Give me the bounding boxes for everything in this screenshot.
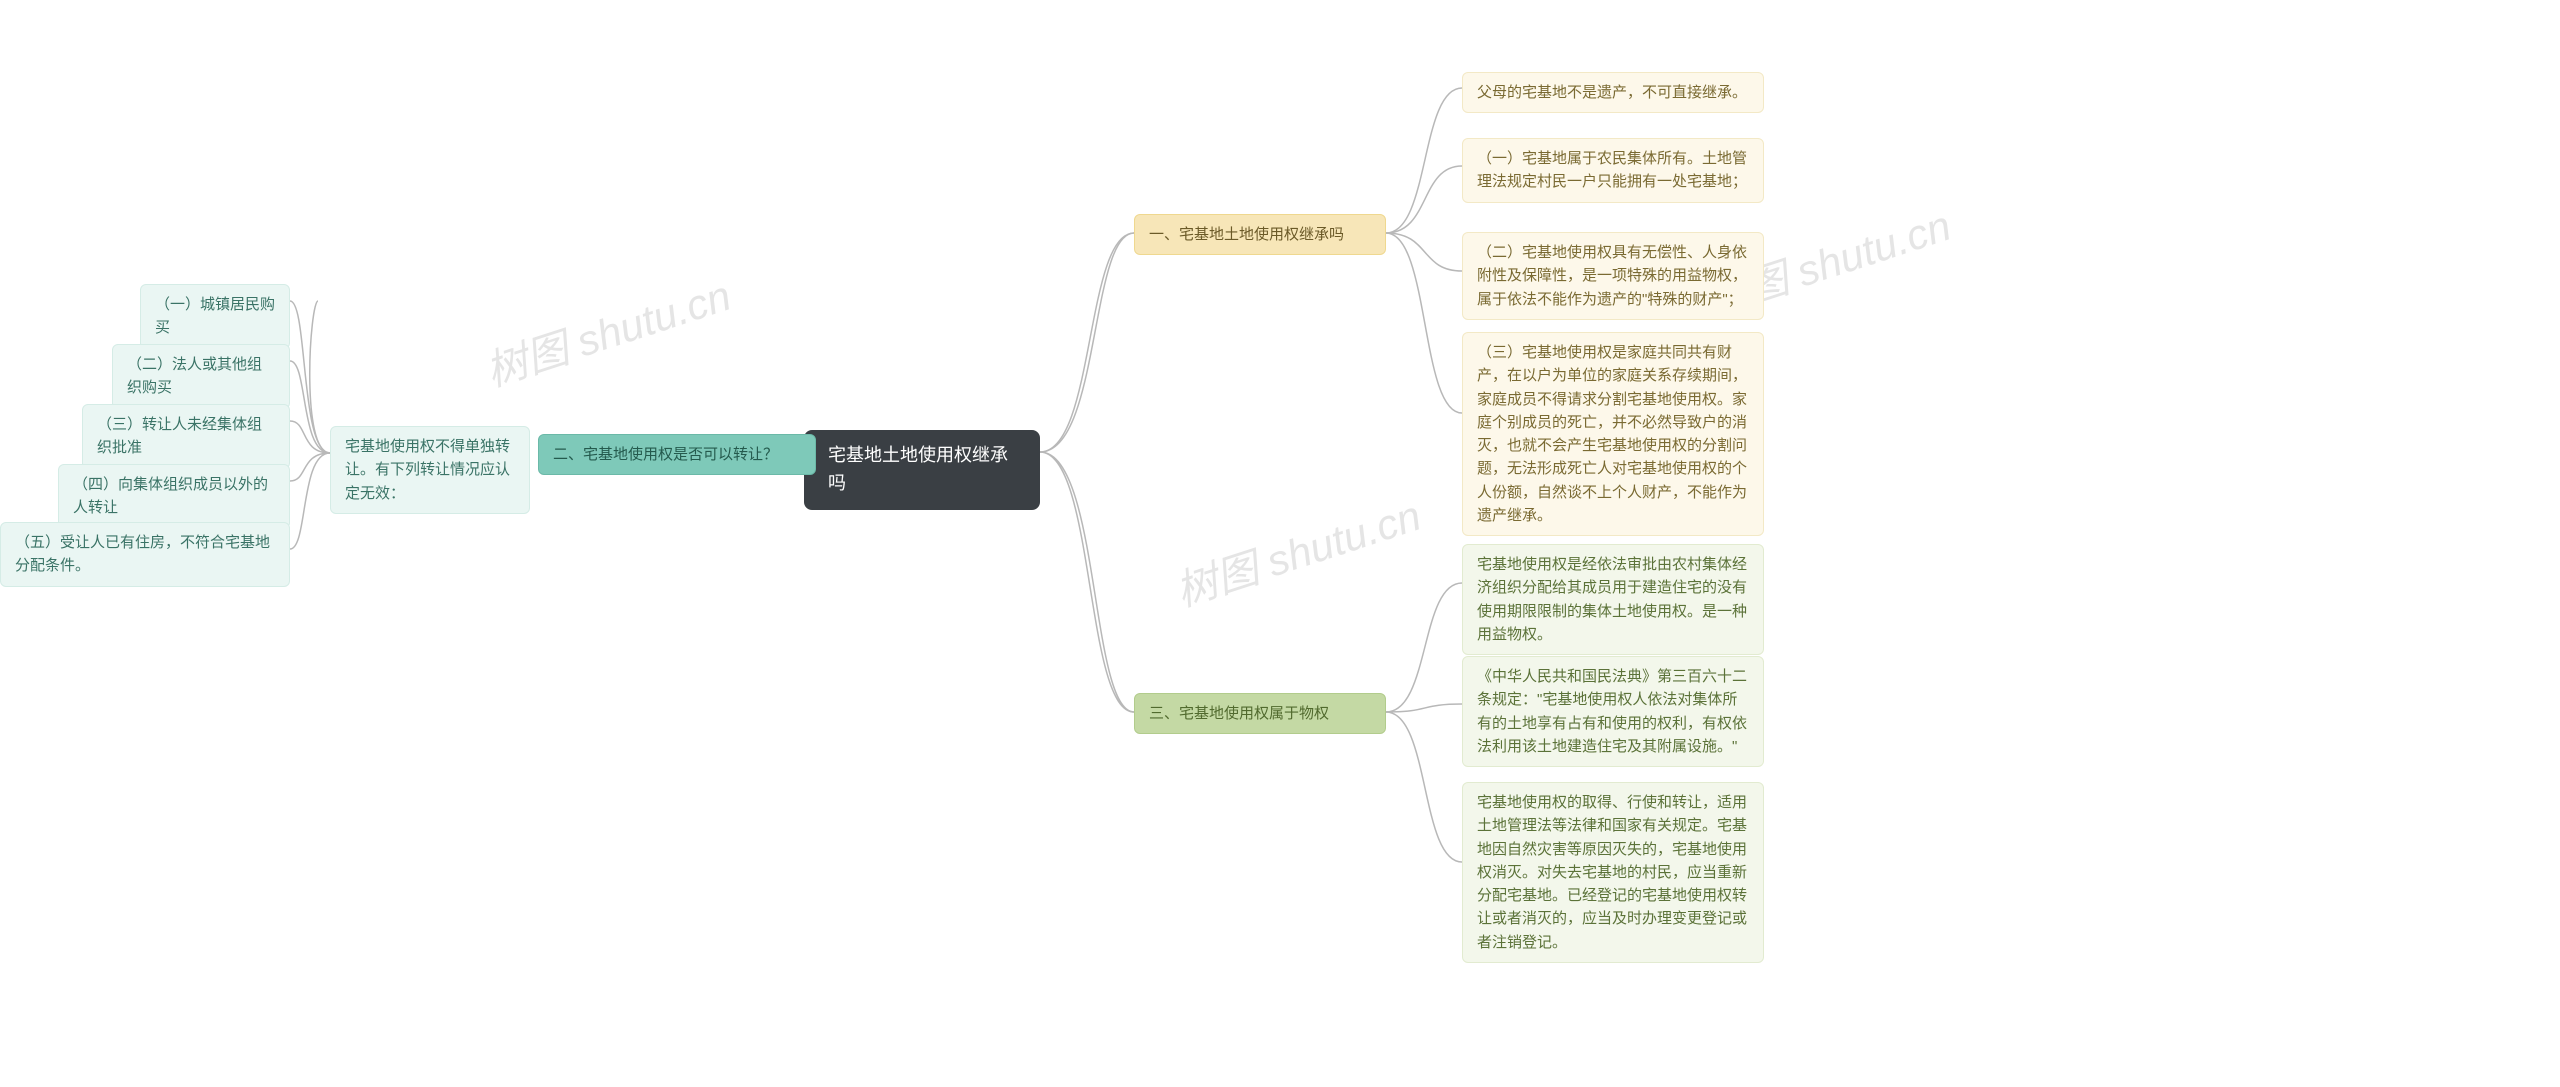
branch-3-label: 三、宅基地使用权属于物权	[1149, 705, 1329, 722]
leaf-text: （二）宅基地使用权具有无偿性、人身依附性及保障性，是一项特殊的用益物权，属于依法…	[1477, 244, 1747, 308]
branch-1-leaf-0[interactable]: 父母的宅基地不是遗产，不可直接继承。	[1462, 72, 1764, 113]
branch-2[interactable]: 二、宅基地使用权是否可以转让？	[538, 434, 816, 475]
branch-2-leaf-1[interactable]: （二）法人或其他组织购买	[112, 344, 290, 409]
branch-3-leaf-1[interactable]: 《中华人民共和国民法典》第三百六十二条规定："宅基地使用权人依法对集体所有的土地…	[1462, 656, 1764, 767]
branch-2-leaf-0[interactable]: （一）城镇居民购买	[140, 284, 290, 349]
leaf-text: 宅基地使用权是经依法审批由农村集体经济组织分配给其成员用于建造住宅的没有使用期限…	[1477, 556, 1747, 643]
branch-2-label: 二、宅基地使用权是否可以转让？	[553, 446, 778, 463]
leaf-text: 宅基地使用权的取得、行使和转让，适用土地管理法等法律和国家有关规定。宅基地因自然…	[1477, 794, 1747, 951]
branch-2-leaf-4[interactable]: （五）受让人已有住房，不符合宅基地分配条件。	[0, 522, 290, 587]
leaf-text: 父母的宅基地不是遗产，不可直接继承。	[1477, 84, 1747, 101]
watermark: 树图 shutu.cn	[477, 262, 738, 399]
leaf-text: （三）宅基地使用权是家庭共同共有财产，在以户为单位的家庭关系存续期间，家庭成员不…	[1477, 344, 1747, 524]
leaf-text: （三）转让人未经集体组织批准	[97, 416, 262, 456]
leaf-text: （五）受让人已有住房，不符合宅基地分配条件。	[15, 534, 270, 574]
branch-1-leaf-1[interactable]: （一）宅基地属于农民集体所有。土地管理法规定村民一户只能拥有一处宅基地；	[1462, 138, 1764, 203]
branch-3-leaf-0[interactable]: 宅基地使用权是经依法审批由农村集体经济组织分配给其成员用于建造住宅的没有使用期限…	[1462, 544, 1764, 655]
leaf-text: 宅基地使用权不得单独转让。有下列转让情况应认定无效：	[345, 438, 510, 502]
mindmap-edges	[0, 0, 2560, 1087]
leaf-text: （二）法人或其他组织购买	[127, 356, 262, 396]
branch-1-label: 一、宅基地土地使用权继承吗	[1149, 226, 1344, 243]
leaf-text: （一）宅基地属于农民集体所有。土地管理法规定村民一户只能拥有一处宅基地；	[1477, 150, 1747, 190]
root-label: 宅基地土地使用权继承吗	[828, 445, 1008, 493]
root-node[interactable]: 宅基地土地使用权继承吗	[804, 430, 1040, 510]
leaf-text: 《中华人民共和国民法典》第三百六十二条规定："宅基地使用权人依法对集体所有的土地…	[1477, 668, 1747, 755]
branch-2-sub[interactable]: 宅基地使用权不得单独转让。有下列转让情况应认定无效：	[330, 426, 530, 514]
branch-1-leaf-3[interactable]: （三）宅基地使用权是家庭共同共有财产，在以户为单位的家庭关系存续期间，家庭成员不…	[1462, 332, 1764, 536]
leaf-text: （一）城镇居民购买	[155, 296, 275, 336]
edges	[0, 0, 2560, 1087]
branch-2-leaf-3[interactable]: （四）向集体组织成员以外的人转让	[58, 464, 290, 529]
branch-1-leaf-2[interactable]: （二）宅基地使用权具有无偿性、人身依附性及保障性，是一项特殊的用益物权，属于依法…	[1462, 232, 1764, 320]
branch-1[interactable]: 一、宅基地土地使用权继承吗	[1134, 214, 1386, 255]
leaf-text: （四）向集体组织成员以外的人转让	[73, 476, 268, 516]
edges-layer	[0, 0, 2560, 1087]
branch-3-leaf-2[interactable]: 宅基地使用权的取得、行使和转让，适用土地管理法等法律和国家有关规定。宅基地因自然…	[1462, 782, 1764, 963]
watermark: 树图 shutu.cn	[1167, 482, 1428, 619]
branch-2-leaf-2[interactable]: （三）转让人未经集体组织批准	[82, 404, 290, 469]
branch-3[interactable]: 三、宅基地使用权属于物权	[1134, 693, 1386, 734]
